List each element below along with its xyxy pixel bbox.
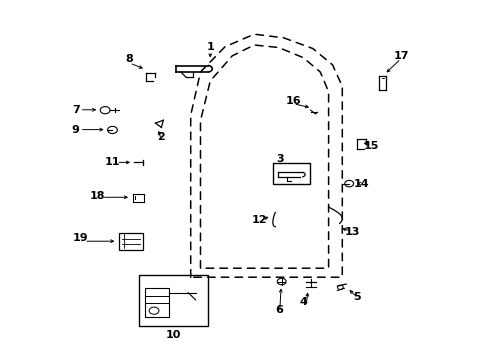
Text: 16: 16 [285, 96, 301, 106]
Bar [272, 163, 309, 184]
Text: 12: 12 [251, 215, 266, 225]
Bar [139, 275, 207, 326]
Text: 10: 10 [165, 330, 181, 340]
Text: 15: 15 [363, 141, 379, 151]
Text: 11: 11 [104, 157, 120, 167]
Text: 18: 18 [90, 191, 105, 201]
Bar [145, 288, 168, 317]
Text: 2: 2 [157, 132, 165, 142]
Text: 9: 9 [72, 125, 80, 135]
Text: 17: 17 [392, 51, 408, 61]
Text: 14: 14 [353, 179, 369, 189]
Text: 7: 7 [72, 105, 80, 115]
Text: 19: 19 [73, 233, 88, 243]
Text: 4: 4 [299, 297, 306, 307]
Text: 3: 3 [275, 154, 283, 164]
Text: 13: 13 [344, 227, 359, 237]
Text: 5: 5 [352, 292, 360, 302]
Text: 1: 1 [206, 42, 214, 52]
Text: 6: 6 [274, 305, 282, 315]
Bar [119, 233, 142, 250]
Text: 8: 8 [125, 54, 133, 64]
